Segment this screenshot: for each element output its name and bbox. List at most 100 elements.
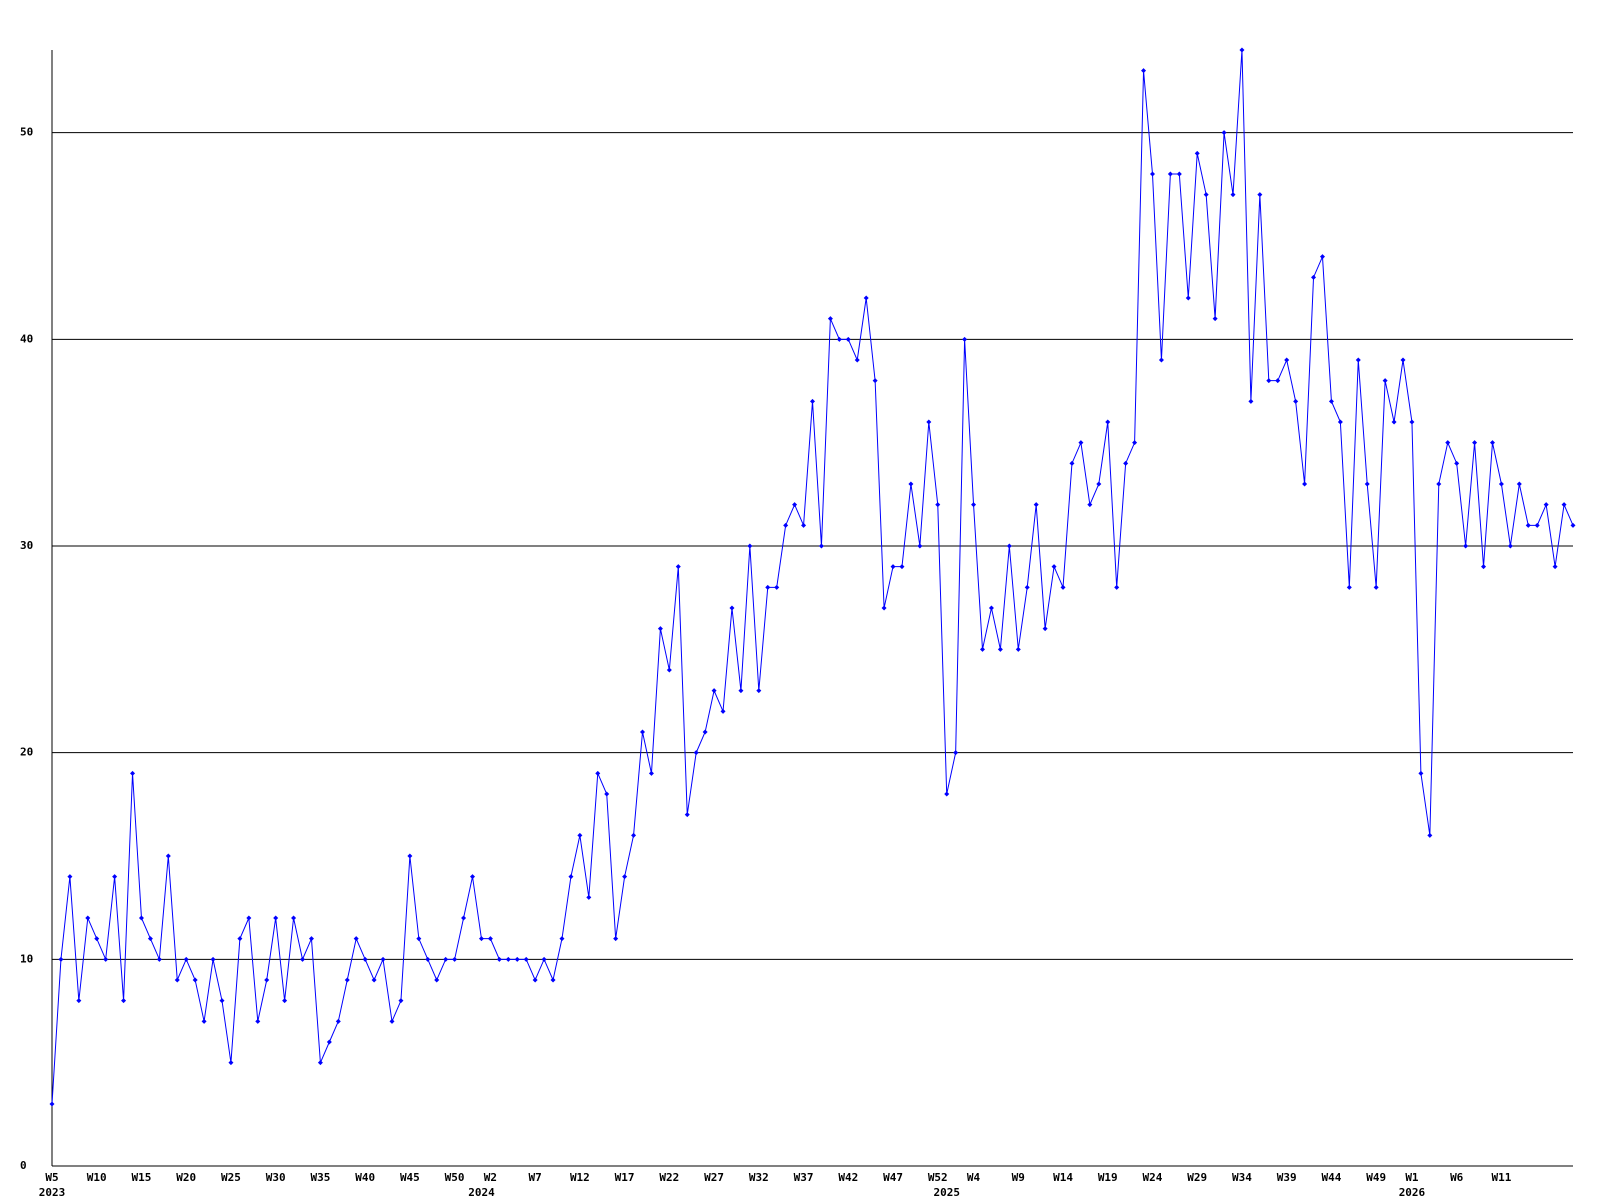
- data-point: [881, 605, 887, 611]
- data-point: [1337, 419, 1343, 425]
- data-point: [407, 853, 413, 859]
- data-point: [1149, 171, 1155, 177]
- data-point: [1570, 522, 1576, 528]
- data-point: [478, 936, 484, 942]
- data-point: [282, 998, 288, 1004]
- data-point: [559, 936, 565, 942]
- data-point: [1346, 584, 1352, 590]
- x-tick-label: W27: [704, 1171, 724, 1184]
- data-point: [1257, 192, 1263, 198]
- data-point: [890, 564, 896, 570]
- x-tick-label: W6: [1450, 1171, 1464, 1184]
- data-point: [1185, 295, 1191, 301]
- data-point: [210, 956, 216, 962]
- x-tick-label: W49: [1366, 1171, 1386, 1184]
- x-tick-label: W24: [1143, 1171, 1163, 1184]
- data-point: [1454, 460, 1460, 466]
- data-point: [1525, 522, 1531, 528]
- data-point: [1051, 564, 1057, 570]
- data-point: [1114, 584, 1120, 590]
- x-tick-label: W12: [570, 1171, 590, 1184]
- data-point: [1489, 440, 1495, 446]
- data-point: [783, 522, 789, 528]
- data-point: [264, 977, 270, 983]
- data-point: [58, 956, 64, 962]
- data-point: [568, 874, 574, 880]
- data-point: [997, 646, 1003, 652]
- data-point: [487, 936, 493, 942]
- data-point: [219, 998, 225, 1004]
- data-point: [1355, 357, 1361, 363]
- data-point: [326, 1039, 332, 1045]
- data-point: [67, 874, 73, 880]
- data-point: [130, 770, 136, 776]
- x-tick-label: W17: [615, 1171, 635, 1184]
- data-point: [1534, 522, 1540, 528]
- data-point: [675, 564, 681, 570]
- data-point: [1087, 502, 1093, 508]
- data-point: [693, 750, 699, 756]
- data-point: [1481, 564, 1487, 570]
- data-point: [1328, 398, 1334, 404]
- data-point: [1060, 584, 1066, 590]
- data-point: [541, 956, 547, 962]
- data-point: [747, 543, 753, 549]
- data-point: [147, 936, 153, 942]
- data-point: [1167, 171, 1173, 177]
- x-tick-label: W20: [176, 1171, 196, 1184]
- data-point: [944, 791, 950, 797]
- x-tick-label: W34: [1232, 1171, 1252, 1184]
- data-point: [1561, 502, 1567, 508]
- data-point: [1319, 254, 1325, 260]
- data-point: [201, 1018, 207, 1024]
- data-point: [1427, 832, 1433, 838]
- data-point: [1132, 440, 1138, 446]
- data-point: [1436, 481, 1442, 487]
- data-point: [103, 956, 109, 962]
- data-point: [1463, 543, 1469, 549]
- data-point: [1006, 543, 1012, 549]
- data-point: [1311, 274, 1317, 280]
- data-point: [532, 977, 538, 983]
- x-tick-label: W25: [221, 1171, 241, 1184]
- data-point: [631, 832, 637, 838]
- data-point: [1239, 47, 1245, 53]
- data-point: [85, 915, 91, 921]
- x-tick-label: W1: [1405, 1171, 1419, 1184]
- data-point: [1275, 378, 1281, 384]
- data-point: [1203, 192, 1209, 198]
- x-tick-label: W52: [928, 1171, 948, 1184]
- data-point: [863, 295, 869, 301]
- data-point: [792, 502, 798, 508]
- data-point: [192, 977, 198, 983]
- y-tick-label: 10: [20, 952, 33, 965]
- data-point: [1266, 378, 1272, 384]
- data-point: [389, 1018, 395, 1024]
- data-point: [362, 956, 368, 962]
- x-tick-label: W45: [400, 1171, 420, 1184]
- data-point: [1373, 584, 1379, 590]
- x-tick-label: W32: [749, 1171, 769, 1184]
- data-point: [1552, 564, 1558, 570]
- data-point: [1507, 543, 1513, 549]
- data-point: [908, 481, 914, 487]
- x-tick-label: W10: [87, 1171, 107, 1184]
- data-point: [979, 646, 985, 652]
- x-tick-label: W29: [1187, 1171, 1207, 1184]
- data-point: [523, 956, 529, 962]
- data-point: [988, 605, 994, 611]
- data-line: [51, 49, 1574, 1105]
- data-point: [1516, 481, 1522, 487]
- data-point: [165, 853, 171, 859]
- data-point: [1400, 357, 1406, 363]
- data-point: [648, 770, 654, 776]
- data-point: [1391, 419, 1397, 425]
- y-tick-label: 30: [20, 539, 33, 552]
- data-point: [1302, 481, 1308, 487]
- data-point: [684, 812, 690, 818]
- data-point: [317, 1060, 323, 1066]
- data-point: [1248, 398, 1254, 404]
- data-point: [1409, 419, 1415, 425]
- data-point: [1078, 440, 1084, 446]
